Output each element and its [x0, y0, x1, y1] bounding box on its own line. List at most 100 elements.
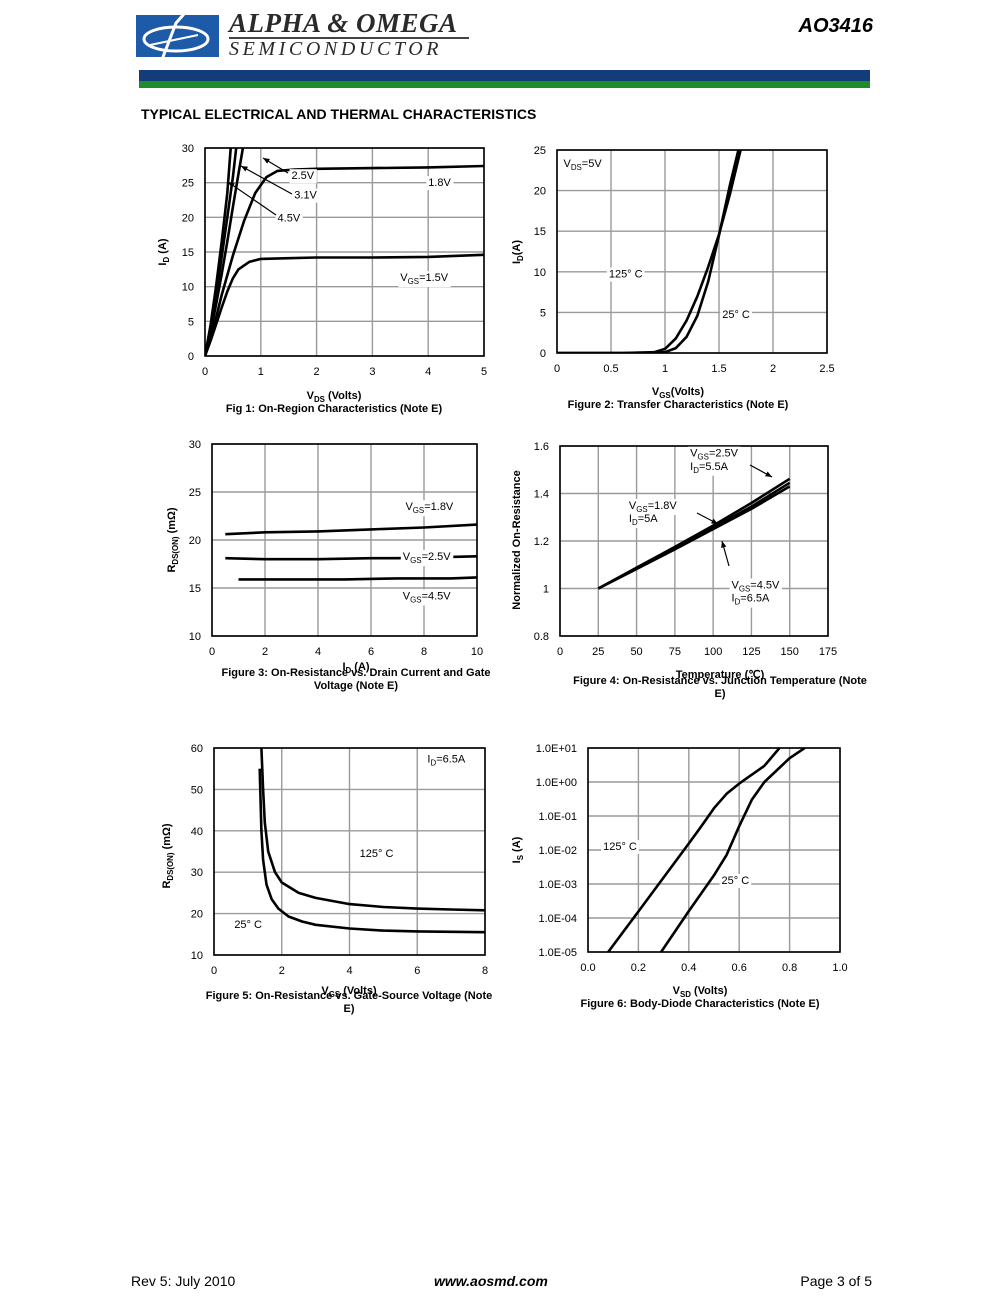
fig4-x-tick-label: 25 — [592, 646, 604, 658]
fig3-annotation-label: VGS​=1.8V — [405, 501, 453, 515]
fig1-arrow-4p5v-head — [228, 182, 235, 188]
fig1-series-4-line — [205, 148, 232, 356]
part-number: AO3416 — [798, 15, 874, 37]
fig1-x-tick-label: 1 — [258, 366, 264, 378]
fig3-plot-frame — [211, 443, 478, 637]
fig5-series-0-line — [260, 748, 485, 912]
fig1-y-tick-label: 10 — [182, 282, 194, 294]
fig3-annotation-label: VGS​=2.5V — [403, 551, 451, 565]
fig2-x-tick-label: 1 — [662, 363, 668, 375]
fig4-x-tick-label: 150 — [781, 646, 799, 658]
fig4-chart: 0 25 50 75 100 125 150 175 0.8 1 1.2 1.4 1.6 — [534, 441, 837, 658]
fig4-arrow-2p5v-head — [765, 471, 772, 477]
section-title: TYPICAL ELECTRICAL AND THERMAL CHARACTER… — [141, 106, 537, 122]
fig6-x-tick-label: 0.8 — [782, 962, 797, 974]
fig4-arrow-4p5v-head — [721, 541, 727, 548]
fig1-y-axis-label: ID​ (A) — [157, 238, 171, 265]
fig5-annotation-label: ID​=6.5A — [427, 753, 465, 767]
fig5-plot-frame — [213, 747, 486, 956]
fig6-annotation-bg — [601, 840, 639, 854]
fig6-series-0-line — [607, 748, 781, 952]
fig3-series-0-line — [225, 523, 477, 536]
fig4-annotation-bg — [729, 591, 773, 608]
fig4-y-tick-label: 1.6 — [534, 441, 549, 453]
fig6-y-tick-label: 1.0E-05 — [538, 947, 577, 959]
fig2-caption: Figure 2: Transfer Characteristics (Note… — [568, 399, 789, 411]
fig5-x-tick-label: 0 — [211, 965, 217, 977]
fig1-x-tick-label: 2 — [314, 366, 320, 378]
footer-website-link[interactable]: www.aosmd.com — [434, 1273, 548, 1289]
fig5-annotation-bg — [232, 918, 265, 933]
fig6-x-tick-label: 1.0 — [832, 962, 847, 974]
fig3-annotation-bg — [400, 589, 454, 606]
fig1-annotation-label: 2.5V — [291, 170, 314, 182]
fig3-x-tick-label: 8 — [421, 646, 427, 658]
fig3-series-2-line — [238, 576, 477, 581]
brand-divider — [229, 37, 469, 39]
fig4-annotation-bg — [729, 578, 783, 595]
fig4-annotation-bg — [688, 459, 731, 476]
fig6-y-tick-label: 1.0E+00 — [536, 777, 577, 789]
fig2-y-tick-label: 25 — [534, 145, 546, 157]
fig1-arrow-2p5v-head — [263, 158, 270, 164]
fig3-annotations: VGS​=1.8V VGS​=2.5V VGS​=4.5V — [400, 500, 456, 606]
fig1-series-0-line — [205, 253, 484, 356]
fig3-chart: 0 2 4 6 8 10 10 15 20 25 30 — [189, 439, 483, 658]
fig2-y-tick-label: 15 — [534, 226, 546, 238]
fig1-x-tick-label: 3 — [369, 366, 375, 378]
fig5-series-1-line — [258, 768, 485, 934]
fig4-x-tick-label: 125 — [742, 646, 760, 658]
fig4-plot-frame — [559, 445, 829, 637]
fig2-annotation-bg — [561, 157, 605, 174]
fig3-y-tick-label: 10 — [189, 631, 201, 643]
fig1-annotation-bg — [275, 211, 303, 226]
header-band-blue — [139, 70, 870, 81]
brand-name: ALPHA & OMEGA — [229, 8, 458, 38]
fig4-y-tick-label: 0.8 — [534, 631, 549, 643]
fig6-x-tick-label: 0.2 — [631, 962, 646, 974]
fig1-x-axis-label: VDS​ (Volts) — [307, 390, 362, 404]
fig6-annotation-label: 125° C — [603, 841, 637, 853]
fig2-y-tick-label: 20 — [534, 186, 546, 198]
fig5-y-tick-label: 60 — [191, 743, 203, 755]
fig1-y-tick-label: 20 — [182, 212, 194, 224]
fig2-annotation-label: VDS​=5V — [563, 158, 602, 172]
fig6-y-tick-label: 1.0E-03 — [538, 879, 577, 891]
fig5-y-tick-label: 10 — [191, 950, 203, 962]
fig2-annotation-label: 25° C — [722, 309, 750, 321]
fig4-x-tick-label: 50 — [630, 646, 642, 658]
brand-subtitle: SEMICONDUCTOR — [229, 38, 443, 60]
fig6-x-tick-label: 0.4 — [681, 962, 696, 974]
fig2-y-axis-label: ID​(A) — [511, 240, 525, 264]
fig2-x-tick-label: 0.5 — [603, 363, 618, 375]
fig5-annotation-label: 25° C — [234, 919, 262, 931]
fig6-annotation-bg — [719, 874, 752, 888]
fig3-y-tick-label: 20 — [189, 535, 201, 547]
fig4-x-tick-label: 100 — [704, 646, 722, 658]
fig1-x-tick-label: 4 — [425, 366, 431, 378]
fig6-x-axis-label: VSD​ (Volts) — [673, 985, 728, 999]
fig4-y-tick-label: 1.2 — [534, 536, 549, 548]
fig4-x-axis-label: Temperature (℃) — [676, 669, 765, 681]
fig5-y-tick-label: 50 — [191, 784, 203, 796]
fig2-x-axis-label: VGS​(Volts) — [652, 386, 705, 400]
fig1-y-tick-label: 25 — [182, 178, 194, 190]
fig2-annotations: VDS​=5V 125° C 25° C — [561, 157, 752, 323]
fig4-annotation-label: VGS​=2.5V — [690, 448, 738, 462]
fig6-series-1-line — [660, 748, 806, 952]
fig6-chart: 0.0 0.2 0.4 0.6 0.8 1.0 1.0E-05 1.0E-04 1.0E-03 1… — [536, 743, 848, 974]
fig6-y-axis-label: IS​ (A) — [511, 836, 525, 863]
fig3-x-axis-label: ID​ (A) — [342, 661, 369, 675]
fig5-annotation-bg — [357, 846, 396, 861]
fig5-y-tick-label: 20 — [191, 909, 203, 921]
fig2-x-tick-label: 0 — [554, 363, 560, 375]
fig5-x-tick-label: 6 — [414, 965, 420, 977]
fig3-x-tick-label: 0 — [209, 646, 215, 658]
fig4-annotation-label: ID​=5.5A — [690, 461, 728, 475]
fig1-annotation-label: 1.8V — [428, 177, 451, 189]
fig2-series-0-line — [557, 150, 742, 353]
fig6-plot-frame — [587, 747, 841, 953]
fig2-y-tick-label: 5 — [540, 307, 546, 319]
fig4-annotation-bg — [688, 446, 741, 463]
